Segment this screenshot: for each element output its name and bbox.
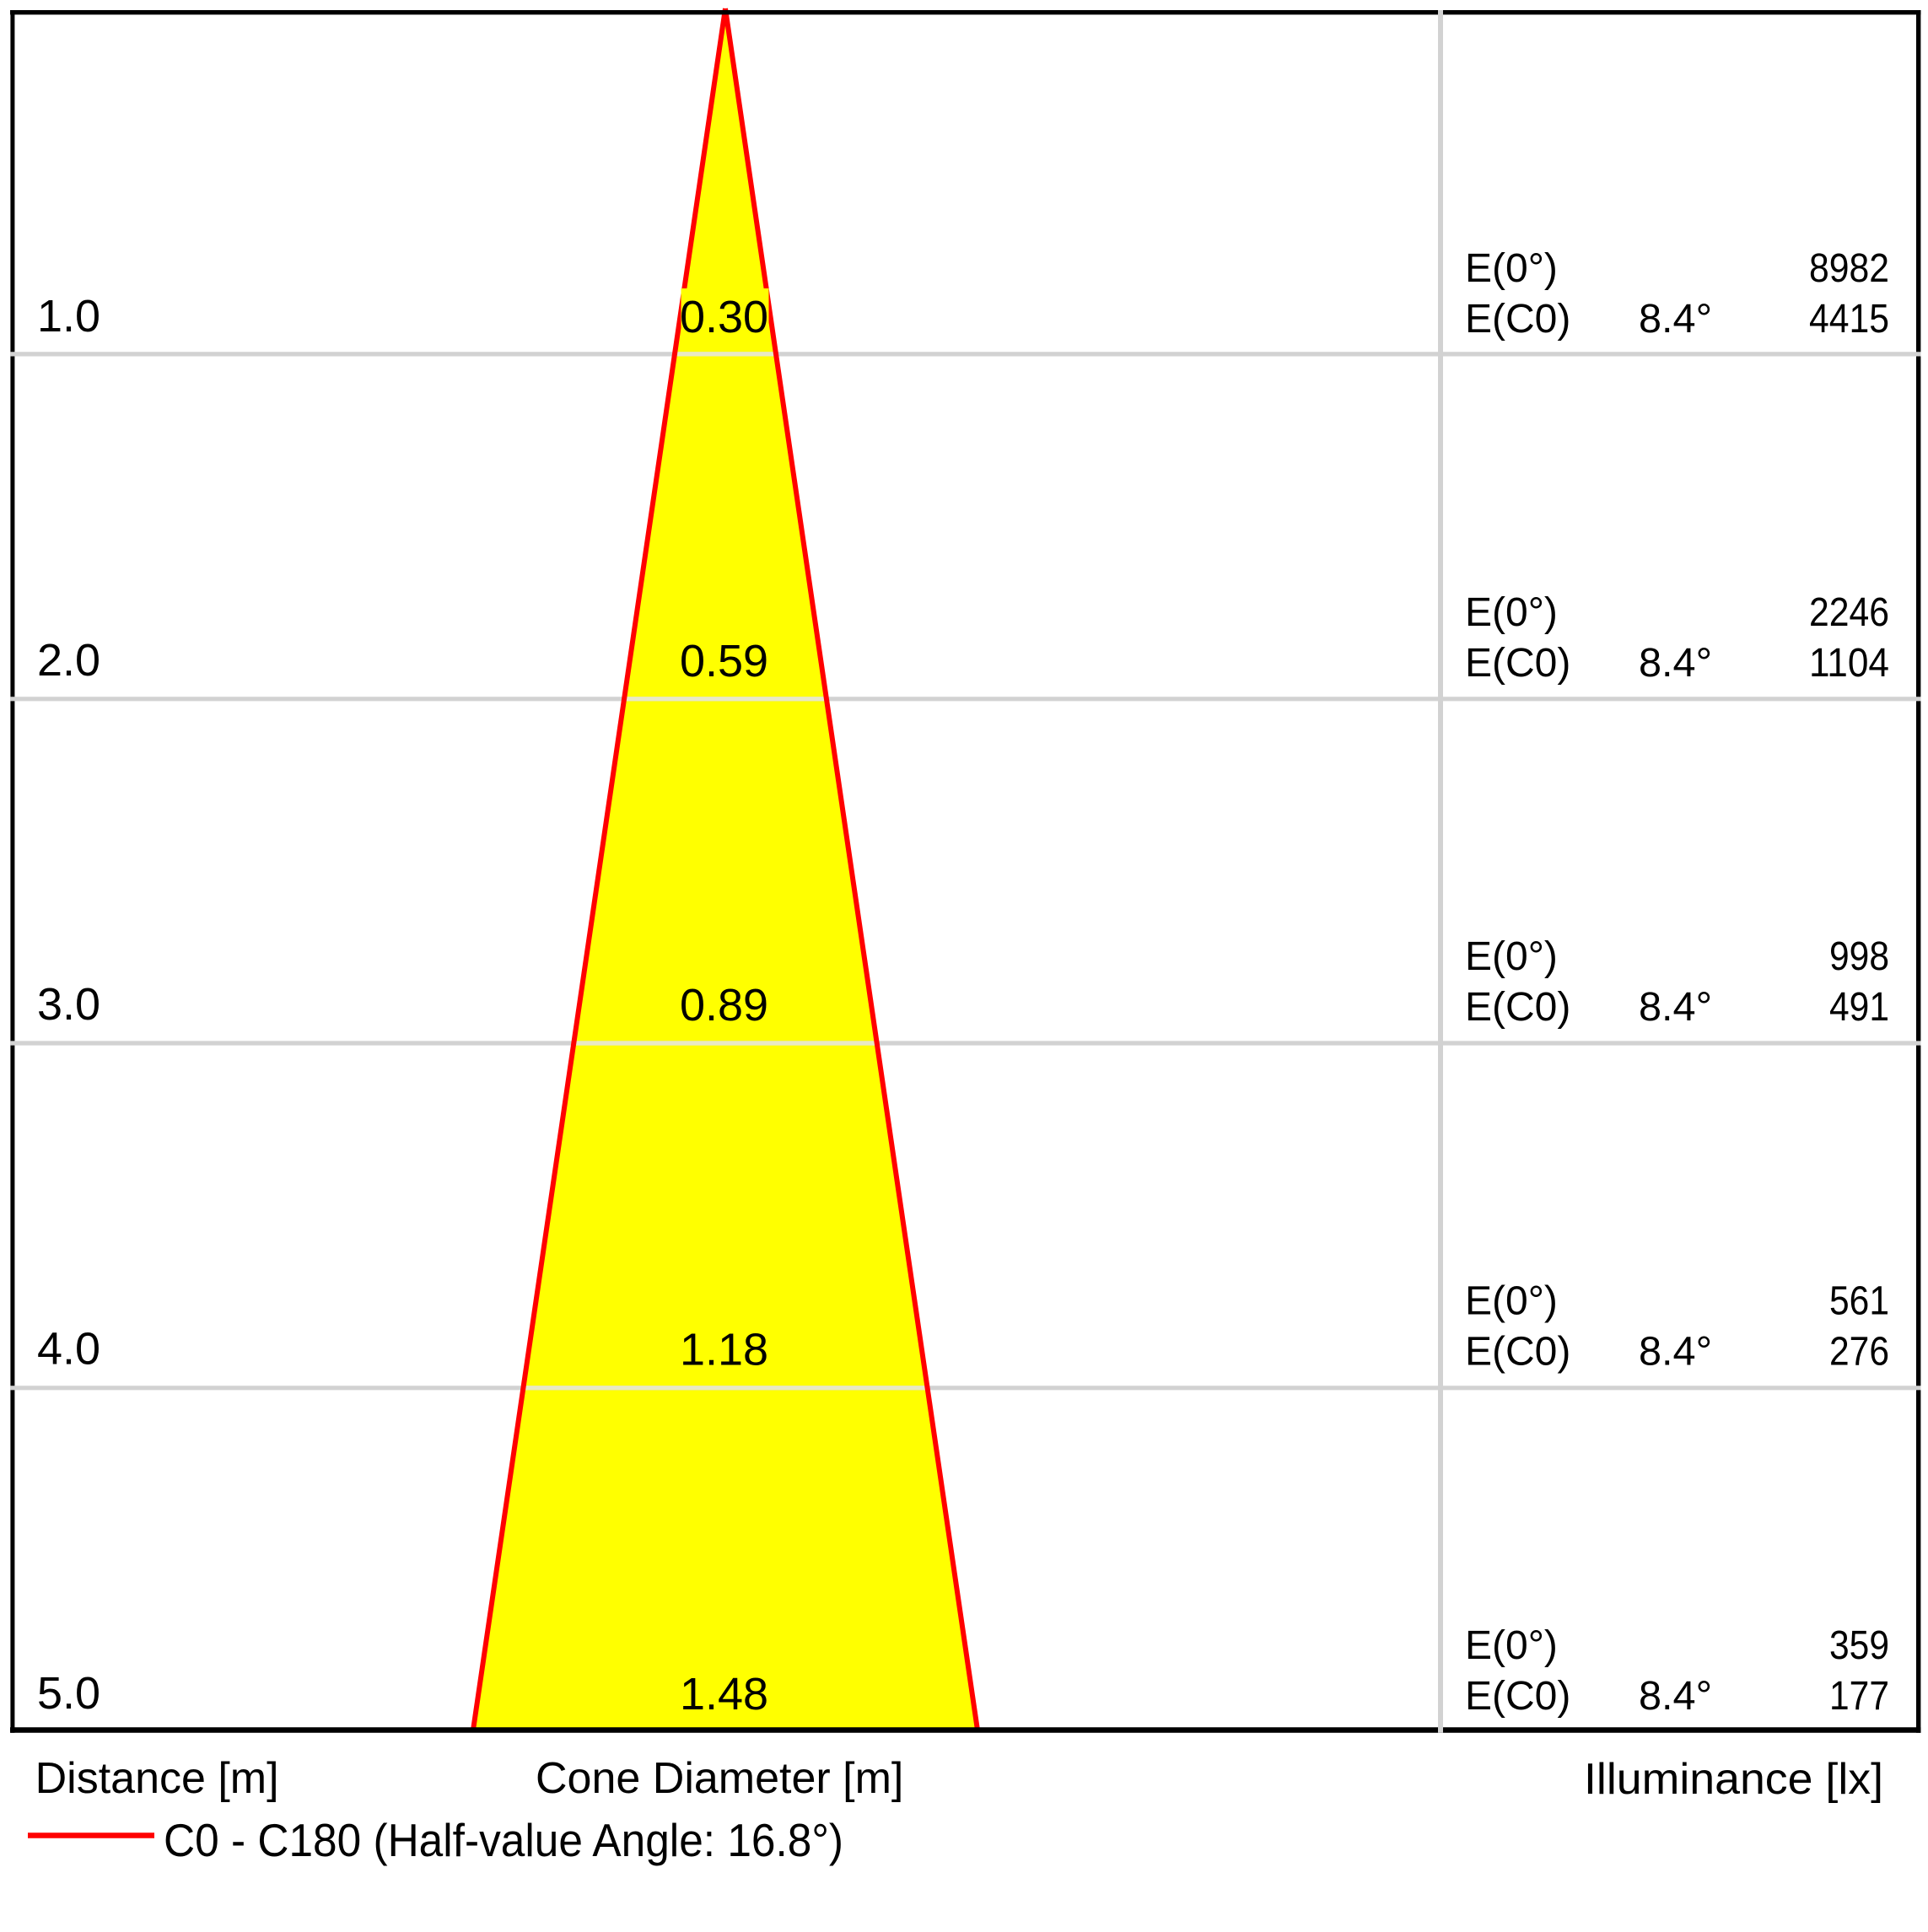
- svg-text:E(C0): E(C0): [1465, 1674, 1570, 1719]
- svg-text:4.0: 4.0: [37, 1324, 100, 1375]
- svg-text:1.18: 1.18: [680, 1325, 768, 1375]
- svg-text:E(0°): E(0°): [1465, 1279, 1558, 1324]
- svg-text:E(0°): E(0°): [1465, 934, 1558, 979]
- svg-text:Distance [m]: Distance [m]: [35, 1754, 279, 1803]
- svg-text:E(C0): E(C0): [1465, 985, 1570, 1030]
- svg-text:E(C0): E(C0): [1465, 641, 1570, 686]
- svg-text:177: 177: [1829, 1674, 1889, 1719]
- svg-text:E(C0): E(C0): [1465, 297, 1570, 342]
- svg-text:8.4°: 8.4°: [1639, 641, 1712, 686]
- svg-text:E(0°): E(0°): [1465, 1623, 1558, 1668]
- svg-text:491: 491: [1829, 985, 1889, 1030]
- svg-text:1.48: 1.48: [680, 1669, 768, 1719]
- svg-text:E(C0): E(C0): [1465, 1330, 1570, 1375]
- svg-text:8982: 8982: [1809, 246, 1889, 291]
- svg-text:0.59: 0.59: [680, 636, 768, 686]
- svg-text:3.0: 3.0: [37, 979, 100, 1030]
- svg-text:5.0: 5.0: [37, 1668, 100, 1719]
- svg-text:276: 276: [1829, 1330, 1889, 1375]
- svg-text:359: 359: [1829, 1623, 1889, 1668]
- svg-text:561: 561: [1829, 1279, 1889, 1324]
- svg-text:Cone Diameter [m]: Cone Diameter [m]: [536, 1754, 903, 1803]
- svg-text:1.0: 1.0: [37, 291, 100, 342]
- svg-text:0.89: 0.89: [680, 980, 768, 1031]
- svg-text:E(0°): E(0°): [1465, 246, 1558, 291]
- svg-text:0.30: 0.30: [680, 292, 768, 342]
- svg-text:998: 998: [1829, 934, 1889, 979]
- svg-text:8.4°: 8.4°: [1639, 1674, 1712, 1719]
- svg-text:4415: 4415: [1809, 297, 1889, 342]
- svg-text:8.4°: 8.4°: [1639, 297, 1712, 342]
- svg-text:C0 - C180 (Half-value Angle: 1: C0 - C180 (Half-value Angle: 16.8°): [164, 1814, 843, 1866]
- svg-text:E(0°): E(0°): [1465, 590, 1558, 635]
- svg-text:8.4°: 8.4°: [1639, 1330, 1712, 1375]
- svg-text:Illuminance [lx]: Illuminance [lx]: [1584, 1755, 1883, 1804]
- svg-text:8.4°: 8.4°: [1639, 985, 1712, 1030]
- svg-text:2.0: 2.0: [37, 635, 100, 686]
- svg-text:2246: 2246: [1809, 590, 1889, 635]
- svg-text:1104: 1104: [1809, 641, 1889, 686]
